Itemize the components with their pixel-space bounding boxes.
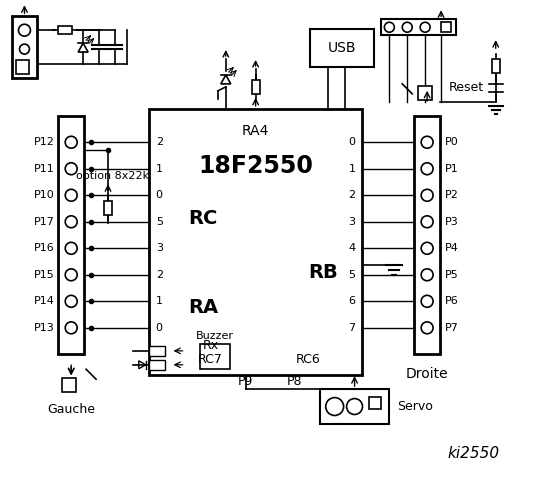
Bar [310,29,374,67]
Bar [149,360,165,370]
Text: P9: P9 [237,375,253,388]
Text: 6: 6 [348,296,356,306]
Bar [58,26,72,34]
Text: 1: 1 [348,164,356,174]
Text: RC: RC [189,209,218,228]
Text: P2: P2 [445,190,459,200]
Text: RC6: RC6 [295,353,320,366]
Text: ki2550: ki2550 [448,446,500,461]
Bar [58,116,84,354]
Text: option 8x22k: option 8x22k [76,171,149,181]
Bar [12,16,38,78]
Text: 0: 0 [156,190,163,200]
Text: Servo: Servo [397,400,433,413]
Bar [15,60,29,74]
Bar [149,109,363,375]
Text: P13: P13 [34,323,54,333]
Bar [62,378,76,392]
Text: P0: P0 [445,137,459,147]
Text: 1: 1 [156,296,163,306]
Text: P4: P4 [445,243,459,253]
Text: Rx: Rx [202,339,218,352]
Text: USB: USB [328,41,356,55]
Text: P14: P14 [33,296,54,306]
Text: RA4: RA4 [242,124,269,138]
Text: 2: 2 [348,190,356,200]
Text: 0: 0 [348,137,356,147]
Text: Reset: Reset [448,82,484,95]
Bar [382,19,456,35]
Text: P1: P1 [445,164,459,174]
Text: 5: 5 [156,217,163,227]
Text: 1: 1 [156,164,163,174]
Text: P16: P16 [34,243,54,253]
Text: 7: 7 [348,323,356,333]
Bar [320,389,389,424]
Text: Buzzer: Buzzer [196,331,234,341]
Text: RB: RB [308,264,337,282]
Text: Droite: Droite [406,367,448,381]
Text: 5: 5 [348,270,356,280]
Bar [418,86,432,100]
Text: RA: RA [189,298,218,317]
Text: P11: P11 [34,164,54,174]
Text: 18F2550: 18F2550 [198,155,313,179]
Text: P3: P3 [445,217,459,227]
Text: Gauche: Gauche [47,403,95,416]
Bar [441,22,451,32]
Text: P15: P15 [34,270,54,280]
Text: 0: 0 [156,323,163,333]
Bar [252,80,259,94]
Text: 3: 3 [348,217,356,227]
Bar [104,201,112,215]
Bar [149,346,165,356]
Text: 2: 2 [156,270,163,280]
Text: P5: P5 [445,270,459,280]
Text: RC7: RC7 [198,353,223,366]
Text: P17: P17 [33,217,54,227]
Text: 4: 4 [348,243,356,253]
Bar [414,116,440,354]
Text: P6: P6 [445,296,459,306]
Text: 3: 3 [156,243,163,253]
Text: P7: P7 [445,323,459,333]
Bar [200,344,230,369]
Text: P12: P12 [33,137,54,147]
Text: P8: P8 [287,375,302,388]
Bar [492,59,500,73]
Text: 2: 2 [156,137,163,147]
Text: P10: P10 [34,190,54,200]
Bar [369,397,382,409]
